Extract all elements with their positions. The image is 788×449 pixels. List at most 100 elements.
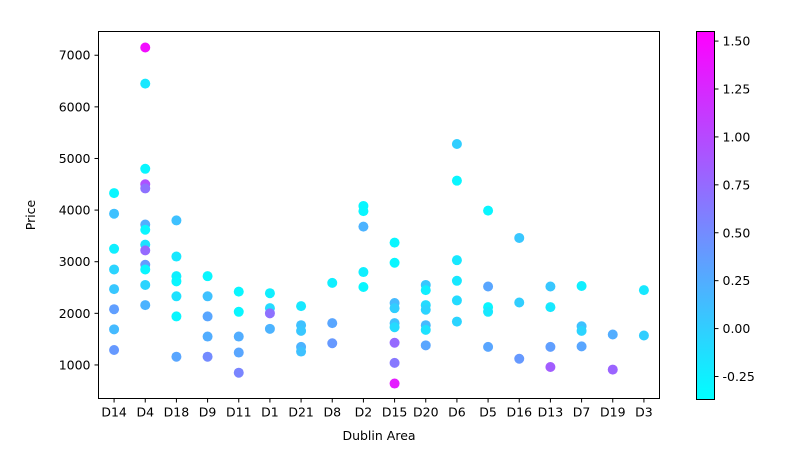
x-tick-label: D11 xyxy=(226,405,252,420)
data-point xyxy=(576,341,587,352)
colorbar-tick-label: 1.50 xyxy=(723,34,751,49)
plot-area xyxy=(98,31,660,399)
data-point xyxy=(327,338,338,349)
data-point xyxy=(202,271,213,282)
data-point xyxy=(483,341,494,352)
colorbar-tick-label: 0.25 xyxy=(723,273,751,288)
y-tick-label: 3000 xyxy=(59,254,91,269)
data-point xyxy=(545,281,556,292)
data-point xyxy=(607,364,618,375)
colorbar-tick-label: 0.00 xyxy=(723,321,751,336)
data-point xyxy=(451,175,462,186)
x-tick-label: D19 xyxy=(600,405,626,420)
data-point xyxy=(389,378,400,389)
data-point xyxy=(358,282,369,293)
x-tick-label: D3 xyxy=(635,405,653,420)
data-point xyxy=(296,325,307,336)
data-point xyxy=(233,367,244,378)
x-axis-label: Dublin Area xyxy=(342,428,415,443)
colorbar-tick-label: -0.25 xyxy=(723,369,755,384)
data-point xyxy=(140,224,151,235)
data-point xyxy=(483,205,494,216)
data-point xyxy=(420,304,431,315)
y-tick-label: 5000 xyxy=(59,151,91,166)
x-tick-label: D18 xyxy=(164,405,190,420)
data-point xyxy=(451,139,462,150)
data-point xyxy=(109,324,120,335)
data-point xyxy=(171,215,182,226)
data-point xyxy=(451,275,462,286)
x-tick-label: D8 xyxy=(323,405,341,420)
data-point xyxy=(109,264,120,275)
data-point xyxy=(171,291,182,302)
data-point xyxy=(109,344,120,355)
data-point xyxy=(389,357,400,368)
data-point xyxy=(140,78,151,89)
data-point xyxy=(140,42,151,53)
data-point xyxy=(451,316,462,327)
data-point xyxy=(514,232,525,243)
data-point xyxy=(638,330,649,341)
x-tick-label: D1 xyxy=(261,405,279,420)
y-tick-label: 1000 xyxy=(59,357,91,372)
data-point xyxy=(638,285,649,296)
data-point xyxy=(483,281,494,292)
x-tick-label: D6 xyxy=(448,405,466,420)
data-point xyxy=(109,188,120,199)
data-point xyxy=(140,279,151,290)
x-tick-label: D4 xyxy=(136,405,154,420)
data-point xyxy=(451,295,462,306)
data-point xyxy=(358,206,369,217)
data-point xyxy=(171,251,182,262)
data-point xyxy=(202,331,213,342)
data-point xyxy=(140,300,151,311)
data-point xyxy=(171,276,182,287)
data-point xyxy=(607,329,618,340)
data-point xyxy=(233,306,244,317)
y-tick-label: 7000 xyxy=(59,48,91,63)
data-point xyxy=(420,324,431,335)
x-axis: D14 D4 D18 D9 D11 D1 D21 D8 D2 D15 D20 D6 D5 D16 D13 D7… xyxy=(101,398,653,420)
x-tick-label: D15 xyxy=(382,405,408,420)
data-point xyxy=(389,303,400,314)
data-point xyxy=(109,284,120,295)
x-tick-label: D7 xyxy=(573,405,591,420)
data-point xyxy=(264,288,275,299)
data-point xyxy=(202,351,213,362)
y-tick-label: 4000 xyxy=(59,203,91,218)
y-tick-label: 2000 xyxy=(59,306,91,321)
data-point xyxy=(109,243,120,254)
data-point xyxy=(202,311,213,322)
data-point xyxy=(389,257,400,268)
data-point xyxy=(514,297,525,308)
data-point xyxy=(420,340,431,351)
data-points xyxy=(109,42,649,389)
data-point xyxy=(327,318,338,329)
data-point xyxy=(327,277,338,288)
data-point xyxy=(296,346,307,357)
colorbar-ticks: -0.25 0.00 0.25 0.50 0.75 1.00 1.25 1.50 xyxy=(714,34,755,384)
data-point xyxy=(358,221,369,232)
data-point xyxy=(358,267,369,278)
x-tick-label: D16 xyxy=(506,405,532,420)
x-tick-label: D2 xyxy=(355,405,373,420)
x-tick-label: D20 xyxy=(413,405,439,420)
data-point xyxy=(264,323,275,334)
data-point xyxy=(576,325,587,336)
data-point xyxy=(109,208,120,219)
data-point xyxy=(109,304,120,315)
data-point xyxy=(171,311,182,322)
data-point xyxy=(140,245,151,256)
x-tick-label: D13 xyxy=(538,405,564,420)
data-point xyxy=(264,308,275,319)
data-point xyxy=(389,237,400,248)
colorbar-tick-label: 1.25 xyxy=(723,82,751,97)
data-point xyxy=(296,301,307,312)
data-point xyxy=(140,183,151,194)
data-point xyxy=(545,302,556,313)
data-point xyxy=(389,322,400,333)
data-point xyxy=(514,353,525,364)
data-point xyxy=(483,306,494,317)
x-tick-label: D9 xyxy=(199,405,217,420)
